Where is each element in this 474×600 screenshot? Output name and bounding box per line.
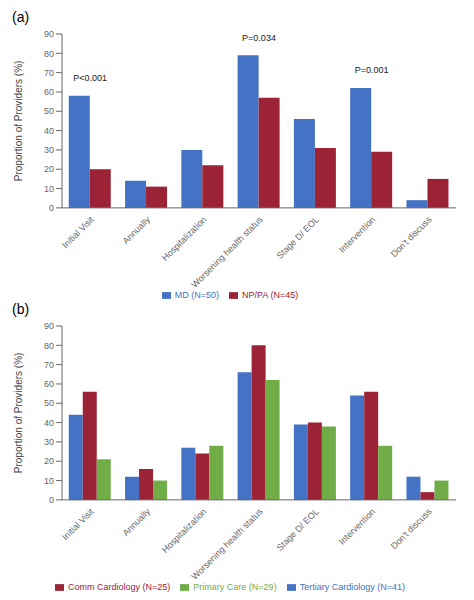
svg-text:70: 70 [44, 68, 54, 78]
svg-text:Annually: Annually [121, 214, 153, 246]
svg-text:P<0.001: P<0.001 [73, 73, 107, 83]
svg-text:80: 80 [44, 341, 54, 351]
svg-text:20: 20 [44, 456, 54, 466]
svg-text:20: 20 [44, 164, 54, 174]
html-text:(a): (a) [12, 9, 30, 25]
svg-text:Annually: Annually [121, 506, 153, 538]
svg-text:10: 10 [44, 476, 54, 486]
svg-text:Hospitalization: Hospitalization [160, 506, 208, 554]
svg-text:0: 0 [49, 495, 54, 505]
html-text:Comm Cardiology (N=25): Comm Cardiology (N=25) [68, 581, 171, 592]
svg-text:P=0.034: P=0.034 [242, 33, 276, 43]
svg-text:50: 50 [44, 398, 54, 408]
svg-text:Don't discuss: Don't discuss [389, 506, 434, 551]
html-text:NP/PA (N=45): NP/PA (N=45) [242, 289, 299, 300]
html-text:Primary Care (N=29): Primary Care (N=29) [193, 581, 277, 592]
svg-text:Initial Visit: Initial Visit [60, 506, 96, 542]
svg-text:Don't discuss: Don't discuss [389, 214, 434, 259]
html-text:(b): (b) [12, 301, 30, 317]
svg-text:Proportion of Providers (%): Proportion of Providers (%) [13, 353, 24, 474]
svg-text:Intervention: Intervention [337, 214, 377, 254]
svg-text:Worsening health status: Worsening health status [189, 214, 265, 290]
svg-text:Hospitalization: Hospitalization [160, 214, 208, 262]
html-text:Tertiary Cardiology (N=41): Tertiary Cardiology (N=41) [299, 581, 405, 592]
svg-text:Stage D/ EOL: Stage D/ EOL [275, 506, 321, 552]
svg-text:60: 60 [44, 379, 54, 389]
svg-text:30: 30 [44, 145, 54, 155]
svg-text:Proportion of Providers (%): Proportion of Providers (%) [13, 61, 24, 182]
svg-text:40: 40 [44, 418, 54, 428]
svg-text:90: 90 [44, 321, 54, 331]
svg-text:60: 60 [44, 87, 54, 97]
svg-text:Initial Visit: Initial Visit [60, 214, 96, 250]
svg-text:Worsening health status: Worsening health status [189, 506, 265, 582]
svg-text:80: 80 [44, 49, 54, 59]
svg-text:0: 0 [49, 203, 54, 213]
svg-text:40: 40 [44, 126, 54, 136]
svg-text:10: 10 [44, 184, 54, 194]
html-text:MD (N=50): MD (N=50) [174, 289, 220, 300]
svg-text:50: 50 [44, 106, 54, 116]
svg-text:Stage D/ EOL: Stage D/ EOL [275, 214, 321, 260]
svg-text:P=0.001: P=0.001 [355, 65, 389, 75]
svg-text:90: 90 [44, 29, 54, 39]
svg-text:30: 30 [44, 437, 54, 447]
svg-text:Intervention: Intervention [337, 506, 377, 546]
svg-text:70: 70 [44, 360, 54, 370]
